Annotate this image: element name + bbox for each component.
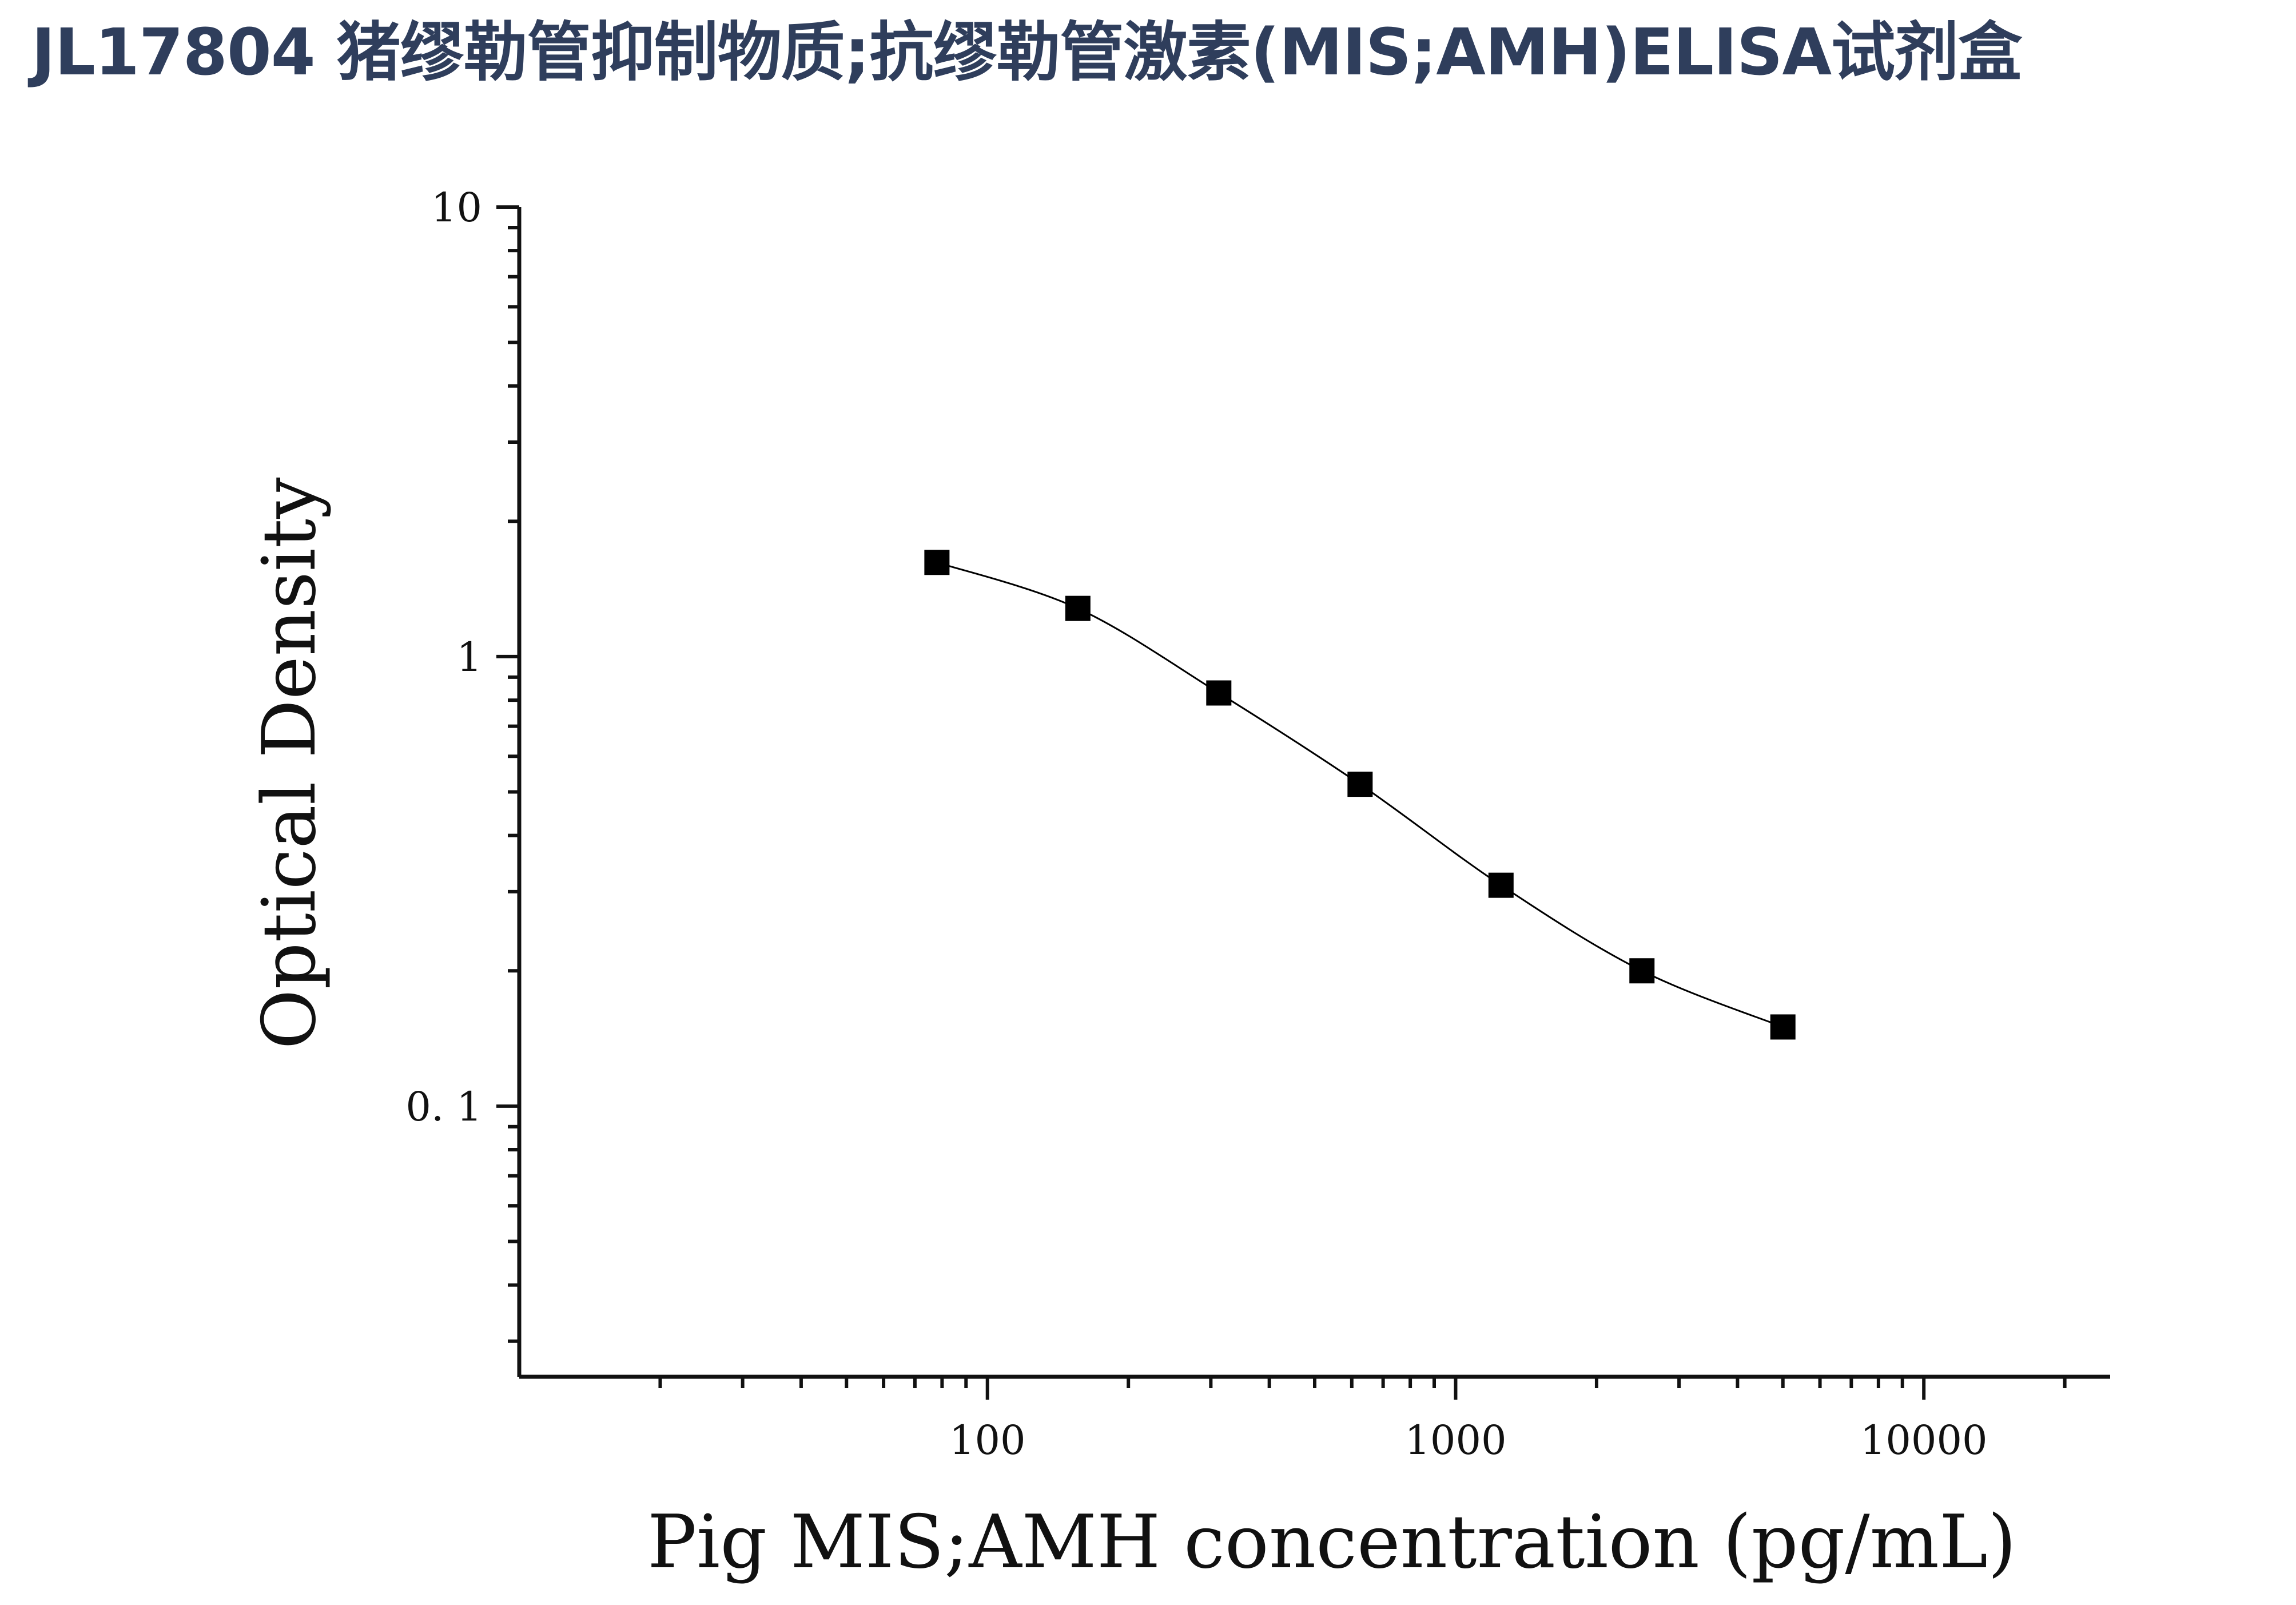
x-axis-title: Pig MIS;AMH concentration (pg/mL) bbox=[647, 1500, 2016, 1585]
y-axis-title: Optical Density bbox=[247, 477, 332, 1049]
data-point bbox=[1065, 595, 1091, 621]
data-point bbox=[1347, 772, 1373, 797]
y-tick-label: 0. 1 bbox=[405, 1083, 482, 1130]
axes bbox=[496, 205, 2110, 1400]
y-tick-label: 1 bbox=[456, 634, 482, 681]
data-point bbox=[1488, 872, 1514, 898]
x-tick-label: 1000 bbox=[1404, 1417, 1506, 1464]
data-point bbox=[924, 550, 950, 575]
data-markers bbox=[924, 550, 1796, 1040]
y-tick-label: 10 bbox=[431, 184, 482, 231]
page-title: JL17804 猪缪勒管抑制物质;抗缪勒管激素(MIS;AMH)ELISA试剂盒 bbox=[31, 15, 2022, 90]
data-point bbox=[1629, 958, 1655, 984]
x-tick-label: 10000 bbox=[1860, 1417, 1988, 1464]
x-tick-labels: 100 1000 10000 bbox=[949, 1417, 1988, 1464]
x-tick-label: 100 bbox=[949, 1417, 1026, 1464]
data-point bbox=[1770, 1014, 1796, 1040]
data-point bbox=[1206, 680, 1232, 706]
y-tick-labels: 10 1 0. 1 bbox=[405, 184, 482, 1130]
